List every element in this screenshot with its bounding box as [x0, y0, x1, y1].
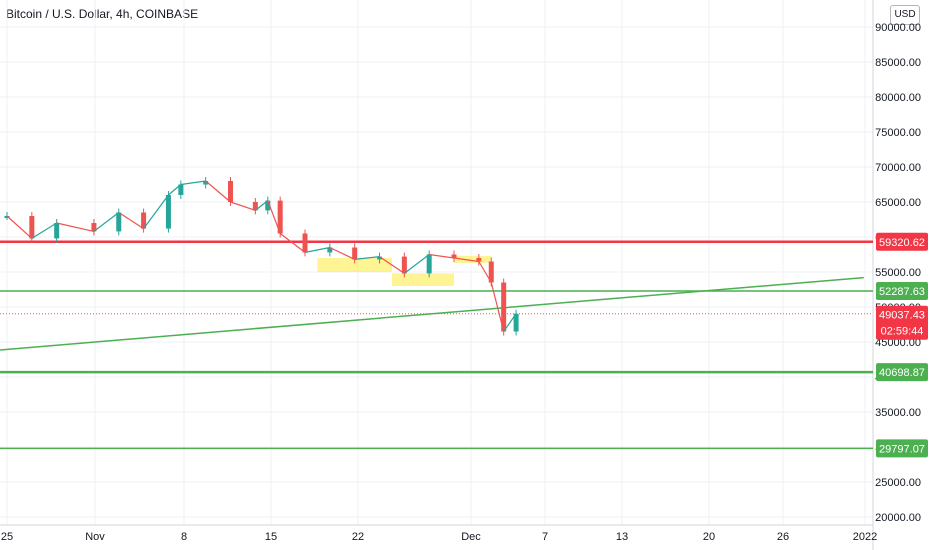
candle-body [352, 247, 358, 260]
candle-body [116, 212, 122, 232]
candle-body [203, 181, 209, 185]
x-tick-label: Nov [85, 531, 105, 543]
price-segment [329, 246, 355, 260]
price-segment [168, 184, 182, 196]
highlight-zone [454, 255, 492, 263]
price-segment [180, 180, 206, 186]
price-segment [478, 261, 492, 283]
price-segment [205, 180, 231, 203]
trendline[interactable] [0, 276, 864, 353]
candle-body [54, 223, 60, 239]
y-tick-label: 65000.00 [875, 197, 921, 209]
highlight-zone [391, 273, 455, 286]
candle-body [4, 216, 10, 218]
current-price-tag [876, 305, 928, 340]
price-segment [453, 257, 479, 263]
price-segment [267, 200, 281, 234]
price-segment [429, 253, 455, 259]
candle-body [488, 261, 494, 283]
candle-body [513, 313, 519, 332]
candle-body [377, 256, 383, 260]
level-price-tag [876, 232, 928, 251]
candle-body [401, 256, 407, 274]
x-tick-label: 26 [777, 531, 789, 543]
candle-body [476, 258, 482, 262]
y-tick-label: 75000.00 [875, 127, 921, 139]
x-tick-label: 20 [703, 531, 715, 543]
level-price-label: 59320.62 [879, 237, 925, 249]
countdown-label: 02:59:44 [881, 326, 924, 338]
candle-body [501, 282, 507, 332]
highlight-zone [317, 258, 392, 272]
level-price-tag [876, 363, 928, 382]
price-segment [379, 256, 405, 274]
price-segment [403, 254, 430, 274]
x-tick-label: 13 [616, 531, 628, 543]
y-tick-label: 20000.00 [875, 512, 921, 524]
currency-badge[interactable]: USD [890, 5, 920, 25]
x-tick-label: 8 [181, 531, 187, 543]
candle-body [141, 212, 147, 229]
candle-body [426, 254, 432, 274]
price-segment [56, 222, 95, 232]
candle-body [451, 254, 457, 258]
price-segment [230, 201, 256, 211]
x-tick-label: 15 [265, 531, 277, 543]
y-tick-label: 80000.00 [875, 92, 921, 104]
price-segment [279, 233, 306, 253]
candle-body [29, 216, 35, 239]
candle-body [265, 200, 271, 211]
candle-body [302, 233, 308, 253]
price-segment [503, 313, 517, 332]
price-segment [31, 222, 57, 239]
current-price-label: 49037.43 [879, 310, 925, 322]
y-tick-label: 85000.00 [875, 57, 921, 69]
candle-body [228, 181, 234, 202]
level-price-label: 29797.07 [879, 443, 925, 455]
price-segment [6, 215, 33, 239]
candle-body [277, 200, 283, 234]
y-tick-label: 25000.00 [875, 477, 921, 489]
x-tick-label: 2022 [853, 531, 877, 543]
y-tick-label: 45000.00 [875, 337, 921, 349]
price-segment [254, 200, 269, 211]
y-tick-label: 90000.00 [875, 22, 921, 34]
candle-body [327, 247, 333, 253]
y-tick-label: 70000.00 [875, 162, 921, 174]
level-price-tag [876, 281, 928, 300]
x-tick-label: 22 [352, 531, 364, 543]
candle-body [91, 223, 97, 232]
x-tick-label: 25 [1, 531, 13, 543]
y-tick-label: 55000.00 [875, 267, 921, 279]
level-price-label: 40698.87 [879, 367, 925, 379]
candle-body [165, 195, 171, 229]
level-price-tag [876, 439, 928, 458]
price-segment [304, 246, 330, 253]
candle-body [252, 202, 258, 211]
price-segment [143, 194, 169, 229]
y-tick-label: 35000.00 [875, 407, 921, 419]
price-segment [118, 211, 144, 230]
price-segment [93, 212, 120, 232]
chart-title: Bitcoin / U.S. Dollar, 4h, COINBASE [6, 7, 199, 21]
level-price-label: 52287.63 [879, 286, 925, 298]
price-segment [354, 256, 380, 260]
price-segment [490, 282, 505, 332]
x-tick-label: Dec [461, 531, 481, 543]
candle-body [178, 184, 184, 195]
x-tick-label: 7 [542, 531, 548, 543]
